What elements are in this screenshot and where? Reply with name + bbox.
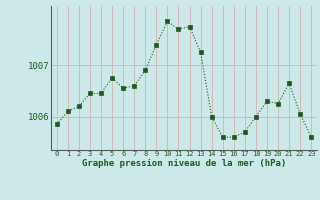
X-axis label: Graphe pression niveau de la mer (hPa): Graphe pression niveau de la mer (hPa): [82, 159, 286, 168]
